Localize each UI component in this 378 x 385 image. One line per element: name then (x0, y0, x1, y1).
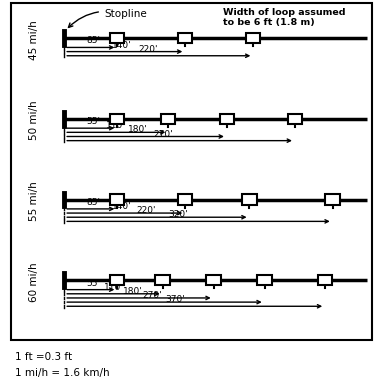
Text: 180': 180' (128, 126, 148, 134)
Text: 110': 110' (104, 283, 123, 292)
Text: 85': 85' (86, 198, 100, 207)
Text: 55 mi/h: 55 mi/h (29, 181, 39, 221)
Bar (220, 114, 234, 124)
Text: 55': 55' (86, 279, 100, 288)
Bar (318, 275, 332, 286)
Bar (110, 194, 124, 205)
Bar (155, 275, 170, 286)
Text: 140': 140' (112, 202, 132, 211)
Text: 320': 320' (168, 210, 188, 219)
Text: 45 mi/h: 45 mi/h (29, 20, 39, 60)
Text: Width of loop assumed
to be 6 ft (1.8 m): Width of loop assumed to be 6 ft (1.8 m) (223, 8, 345, 27)
Text: 370': 370' (165, 295, 185, 304)
Text: 1 ft =0.3 ft: 1 ft =0.3 ft (15, 352, 72, 362)
Bar (325, 194, 340, 205)
Bar (178, 194, 192, 205)
FancyBboxPatch shape (11, 3, 372, 340)
Bar (110, 33, 124, 43)
Bar (257, 275, 272, 286)
Bar (246, 33, 260, 43)
Text: 1 mi/h = 1.6 km/h: 1 mi/h = 1.6 km/h (15, 368, 110, 378)
Text: 50 mi/h: 50 mi/h (29, 101, 39, 141)
Text: 140': 140' (112, 40, 132, 50)
Text: 110': 110' (106, 121, 125, 130)
Bar (161, 114, 175, 124)
Bar (178, 33, 192, 43)
Bar (206, 275, 221, 286)
Text: 270': 270' (154, 130, 174, 139)
Text: 60 mi/h: 60 mi/h (29, 262, 39, 302)
Bar (242, 194, 257, 205)
Text: Stopline: Stopline (68, 9, 147, 27)
Text: 220': 220' (138, 45, 158, 54)
Text: 270': 270' (142, 291, 162, 300)
Text: 180': 180' (123, 287, 143, 296)
Text: 85': 85' (86, 36, 100, 45)
Bar (288, 114, 302, 124)
Bar (110, 114, 124, 124)
Bar (110, 275, 124, 286)
Text: 55': 55' (86, 117, 100, 126)
Text: 220': 220' (136, 206, 156, 215)
